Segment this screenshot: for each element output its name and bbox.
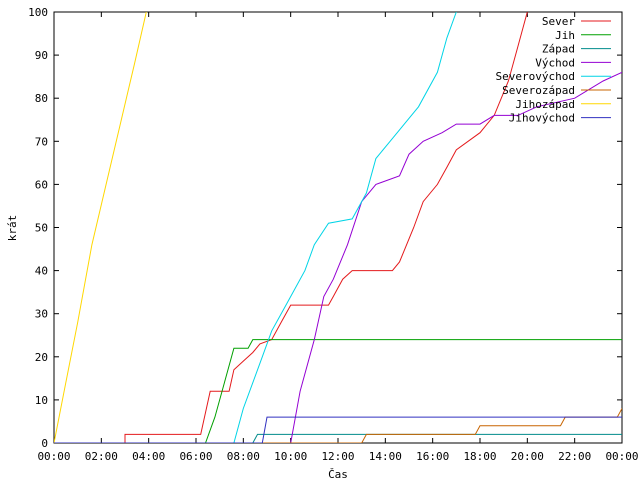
y-axis-title: krát xyxy=(6,215,19,242)
x-tick-label: 14:00 xyxy=(369,450,402,463)
y-tick-label: 0 xyxy=(41,437,48,450)
series-line xyxy=(54,408,622,443)
series-layer xyxy=(54,12,622,443)
series-line xyxy=(54,12,457,443)
y-tick-label: 40 xyxy=(35,265,48,278)
x-tick-label: 00:00 xyxy=(37,450,70,463)
x-tick-label: 02:00 xyxy=(85,450,118,463)
legend-label: Východ xyxy=(535,56,575,69)
y-tick-label: 70 xyxy=(35,135,48,148)
legend-label: Severovýchod xyxy=(496,70,575,83)
x-tick-label: 06:00 xyxy=(179,450,212,463)
x-tick-label: 00:00 xyxy=(605,450,638,463)
x-tick-label: 16:00 xyxy=(416,450,449,463)
y-tick-label: 60 xyxy=(35,178,48,191)
series-line xyxy=(54,12,528,443)
series-line xyxy=(54,416,622,443)
y-tick-label: 30 xyxy=(35,308,48,321)
x-tick-label: 22:00 xyxy=(558,450,591,463)
legend-label: Jih xyxy=(555,29,575,42)
x-tick-label: 18:00 xyxy=(463,450,496,463)
y-tick-label: 20 xyxy=(35,351,48,364)
legend-label: Jihovýchod xyxy=(509,112,575,125)
series-line xyxy=(54,12,147,443)
x-tick-label: 10:00 xyxy=(274,450,307,463)
x-tick-label: 08:00 xyxy=(227,450,260,463)
legend: SeverJihZápadVýchodSeverovýchodSeverozáp… xyxy=(496,15,611,125)
x-tick-label: 12:00 xyxy=(321,450,354,463)
ticks-layer: 00:00 02:00 04:00 06:00 08:00 10:00 12:00 14:00… xyxy=(28,6,638,463)
y-tick-label: 10 xyxy=(35,394,48,407)
legend-label: Sever xyxy=(542,15,575,28)
legend-label: Severozápad xyxy=(502,84,575,97)
x-tick-label: 04:00 xyxy=(132,450,165,463)
legend-label: Jihozápad xyxy=(515,98,575,111)
y-tick-label: 50 xyxy=(35,222,48,235)
x-tick-label: 20:00 xyxy=(511,450,544,463)
series-line xyxy=(54,71,622,443)
x-axis-title: Čas xyxy=(328,468,348,480)
series-line xyxy=(54,339,622,443)
y-tick-label: 90 xyxy=(35,49,48,62)
legend-label: Západ xyxy=(542,43,575,56)
y-tick-label: 80 xyxy=(35,92,48,105)
y-tick-label: 100 xyxy=(28,6,48,19)
